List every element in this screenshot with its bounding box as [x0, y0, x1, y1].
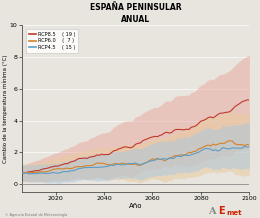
Text: © Agencia Estatal de Meteorología: © Agencia Estatal de Meteorología [5, 213, 67, 217]
Y-axis label: Cambio de la temperatura mínima (°C): Cambio de la temperatura mínima (°C) [3, 54, 8, 163]
Title: ESPAÑA PENINSULAR
ANUAL: ESPAÑA PENINSULAR ANUAL [90, 3, 181, 24]
Text: met: met [226, 210, 242, 216]
X-axis label: Año: Año [129, 203, 142, 209]
Text: E: E [218, 206, 225, 216]
Legend: RCP8.5    ( 19 ), RCP6.0    (  7 ), RCP4.5    ( 15 ): RCP8.5 ( 19 ), RCP6.0 ( 7 ), RCP4.5 ( 15… [26, 29, 78, 53]
Text: A: A [208, 207, 216, 216]
